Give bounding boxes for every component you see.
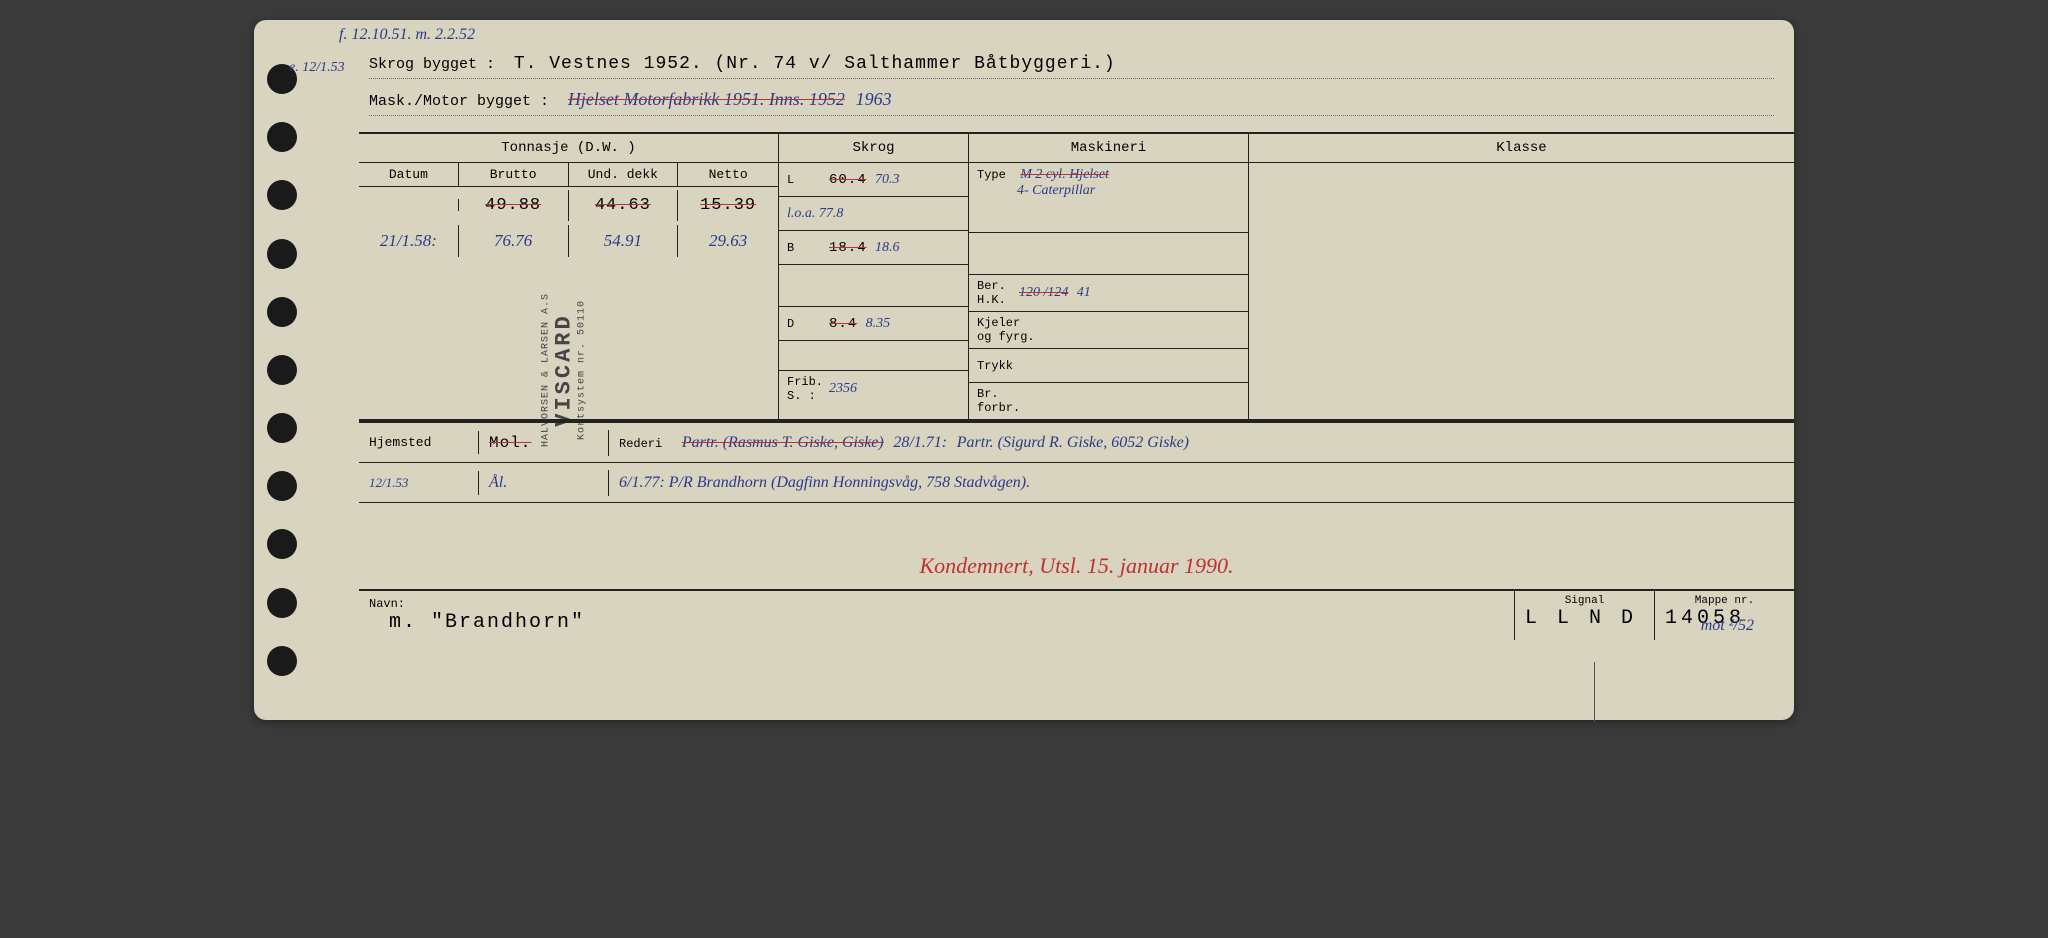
br-forbr-label: Br. forbr. <box>977 387 1020 415</box>
tonnage-r2-netto: 29.63 <box>678 225 778 257</box>
signal-label: Signal <box>1525 595 1644 607</box>
hjemsted-struck: Mol. <box>479 430 609 456</box>
skrog-L: 60.4 <box>829 172 867 188</box>
top-handwritten-note: f. 12.10.51. m. 2.2.52 <box>339 26 475 44</box>
motor-bygget-label: Mask./Motor bygget : <box>369 93 549 110</box>
tonnage-r1-netto: 15.39 <box>678 190 778 221</box>
rederi-row2-value: 6/1.77: P/R Brandhorn (Dagfinn Honningsv… <box>609 470 1794 496</box>
col-brutto: Brutto <box>459 163 569 186</box>
header-block: Skrog bygget : T. Vestnes 1952. (Nr. 74 … <box>309 20 1794 132</box>
kondemnert-note: Kondemnert, Utsl. 15. januar 1990. <box>359 533 1794 589</box>
type-struck: M 2 cyl. Hjelset <box>1020 167 1109 182</box>
navn-label: Navn: <box>369 597 1504 611</box>
klasse-column: Klasse <box>1249 134 1794 419</box>
berhk-label: Ber. H.K. <box>977 279 1013 307</box>
frib-label: Frib. S. : <box>787 375 823 403</box>
skrog-header: Skrog <box>779 134 968 163</box>
skrog-B: 18.4 <box>829 240 867 256</box>
skrog-column: Skrog L 60.4 70.3 l.o.a. 77.8 B 18.4 18.… <box>779 134 969 419</box>
hjemsted-rederi-block: Hjemsted Mol. Rederi Partr. (Rasmus T. G… <box>359 421 1794 533</box>
col-datum: Datum <box>359 163 459 186</box>
rederi-label: Rederi <box>619 437 662 451</box>
skrog-B2: 18.6 <box>875 240 900 256</box>
type-label: Type <box>977 168 1006 182</box>
card-content: f. 12.10.51. m. 2.2.52 e. 12/1.53 Skrog … <box>309 20 1794 720</box>
skrog-L2: 70.3 <box>875 172 900 188</box>
tonnage-r1-brutto: 49.88 <box>459 190 569 221</box>
tab-cut-line <box>1594 662 1614 722</box>
skrog-D: 8.4 <box>829 316 857 332</box>
signal-value: L L N D <box>1525 607 1637 630</box>
skrog-bygget-label: Skrog bygget : <box>369 56 495 73</box>
tonnage-r1-datum <box>359 199 459 211</box>
col-und-dekk: Und. dekk <box>569 163 679 186</box>
rederi-value: Partr. (Sigurd R. Giske, 6052 Giske) <box>957 434 1189 451</box>
hjemsted-row2-date: 12/1.53 <box>359 471 479 495</box>
tonnage-r2-datum: 21/1.58: <box>359 225 459 257</box>
maskineri-header: Maskineri <box>969 134 1248 163</box>
frib-value: 2356 <box>829 381 857 397</box>
skrog-bygget-value: T. Vestnes 1952. (Nr. 74 v/ Salthammer B… <box>514 54 1116 74</box>
tonnage-header: Tonnasje (D.W. ) <box>359 134 778 163</box>
klasse-header: Klasse <box>1249 134 1794 163</box>
left-handwritten-note: e. 12/1.53 <box>289 60 345 76</box>
skrog-D2: 8.35 <box>866 316 891 332</box>
hjemsted-row2-value: Ål. <box>479 470 609 496</box>
tonnage-r2-brutto: 76.76 <box>459 225 569 257</box>
tonnage-r1-und: 44.63 <box>569 190 679 221</box>
navn-value: m. "Brandhorn" <box>369 611 585 634</box>
kjeler-label: Kjeler og fyrg. <box>977 316 1035 344</box>
motor-bygget-struck: Hjelset Motorfabrikk 1951. Inns. 1952 <box>568 89 845 109</box>
mappe-label: Mappe nr. <box>1665 595 1784 607</box>
footer-row: Navn: m. "Brandhorn" Signal L L N D Mapp… <box>359 589 1794 640</box>
tonnage-column: Tonnasje (D.W. ) Datum Brutto Und. dekk … <box>359 134 779 419</box>
berhk-value: 41 <box>1077 285 1091 301</box>
index-card: HALVORSEN & LARSEN A.S VISCARD Kortsyste… <box>254 20 1794 720</box>
type-value: 4- Caterpillar <box>1017 183 1095 198</box>
punch-holes <box>254 20 309 720</box>
motor-bygget-value: 1963 <box>856 89 892 109</box>
skrog-loa: l.o.a. 77.8 <box>787 206 843 222</box>
rederi-date: 28/1.71: <box>893 434 947 451</box>
col-netto: Netto <box>678 163 778 186</box>
bottom-right-note: mot ²/52 <box>1701 617 1754 635</box>
hjemsted-label: Hjemsted <box>359 431 479 454</box>
berhk-struck: 120 /124 <box>1019 285 1068 301</box>
trykk-label: Trykk <box>977 359 1013 373</box>
rederi-struck: Partr. (Rasmus T. Giske, Giske) <box>682 434 884 451</box>
tonnage-r2-und: 54.91 <box>569 225 679 257</box>
maskineri-column: Maskineri Type M 2 cyl. Hjelset 4- Cater… <box>969 134 1249 419</box>
main-data-grid: Tonnasje (D.W. ) Datum Brutto Und. dekk … <box>359 132 1794 421</box>
